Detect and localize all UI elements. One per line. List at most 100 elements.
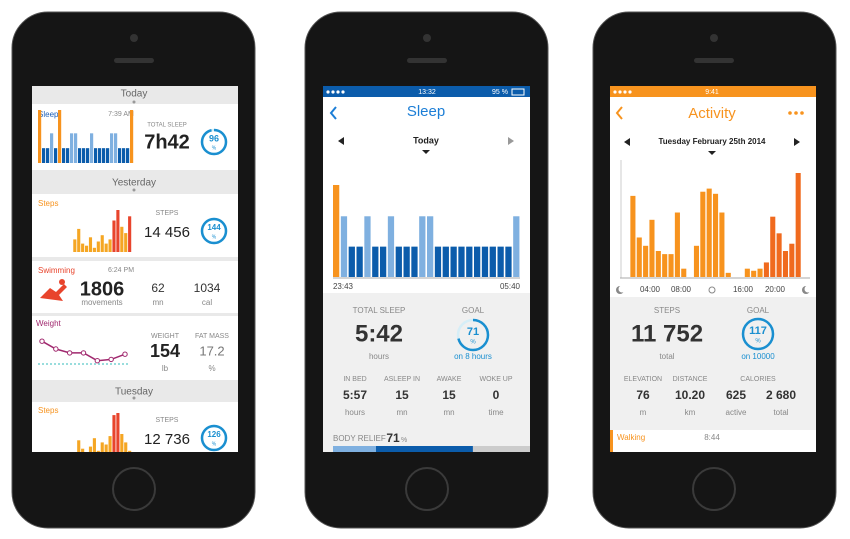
end-time: 05:40 — [500, 282, 521, 291]
bar — [92, 438, 96, 452]
goal-value: 117 — [749, 325, 767, 337]
stat-value: 17.2 — [199, 343, 224, 358]
stat-unit: km — [685, 408, 696, 417]
bar — [96, 450, 100, 452]
bar — [356, 246, 363, 277]
screen-3: 9:41 Activity Tuesday February 25th 2014 04… — [610, 86, 816, 452]
stat-value: 11 752 — [631, 320, 703, 347]
goal-unit: % — [212, 441, 217, 447]
bar — [466, 246, 473, 277]
bar — [46, 148, 50, 163]
bar — [104, 243, 108, 252]
bar — [86, 148, 90, 163]
bar — [348, 246, 355, 277]
bar — [120, 226, 124, 252]
bar — [442, 246, 449, 277]
bar — [427, 216, 434, 277]
bar — [630, 195, 636, 277]
stat-value: 154 — [150, 341, 180, 361]
weight-point — [39, 338, 45, 344]
weight-point — [122, 351, 128, 357]
bar — [106, 148, 110, 163]
relief-label: BODY RELIEF — [333, 434, 386, 443]
bar — [419, 216, 426, 277]
card-label: Swimming — [38, 266, 75, 275]
bar — [128, 450, 132, 452]
bar — [81, 448, 85, 452]
bar — [118, 148, 122, 163]
bar — [662, 254, 668, 277]
bar — [395, 246, 402, 277]
relief-value: 71 — [386, 431, 400, 445]
bar — [333, 185, 340, 277]
status-time: 9:41 — [705, 89, 719, 96]
card-label: Steps — [38, 406, 58, 415]
bar — [364, 216, 371, 277]
bar — [94, 148, 98, 163]
stat-value: 15 — [442, 388, 456, 402]
bar — [81, 243, 85, 252]
bar — [90, 133, 94, 163]
status-battery: 95 % — [492, 89, 508, 96]
bar — [340, 216, 348, 277]
stat-label: TOTAL SLEEP — [147, 123, 187, 129]
weight-point — [66, 350, 73, 356]
bar — [411, 246, 418, 277]
goal-unit: % — [755, 339, 761, 345]
weight-point — [94, 358, 101, 364]
card-label: Weight — [36, 319, 62, 328]
hour-label: 04:00 — [640, 285, 661, 294]
bar — [116, 210, 120, 252]
stat-label: IN BED — [343, 376, 366, 383]
bar — [116, 413, 120, 452]
stat-unit: % — [208, 364, 215, 373]
hour-label: 20:00 — [765, 285, 786, 294]
bar — [112, 220, 116, 252]
bar — [126, 148, 130, 163]
bar — [481, 246, 489, 277]
relief-bar — [333, 446, 473, 452]
screen-1: Today Sleep 7:39 AM TOTAL SLEEP 7h42 96% Yeste… — [32, 86, 238, 452]
bar — [489, 246, 496, 277]
stat-label: STEPS — [654, 306, 680, 315]
goal-value: 71 — [467, 326, 479, 338]
bar — [100, 235, 104, 252]
bar — [98, 148, 102, 163]
stat-value: 2 680 — [766, 388, 796, 402]
stat-unit: mn — [152, 298, 163, 307]
activity-time: 8:44 — [704, 433, 720, 442]
stat-value: 1034 — [194, 281, 221, 295]
bar — [108, 239, 112, 252]
stat-label: WEIGHT — [151, 333, 180, 340]
weight-point — [80, 350, 87, 356]
day-header: Tuesday — [115, 387, 153, 398]
hour-label: 16:00 — [733, 285, 754, 294]
bar — [403, 246, 410, 277]
bar — [54, 148, 58, 163]
bar — [706, 188, 712, 277]
bar — [96, 241, 100, 252]
bar — [124, 442, 128, 452]
stat-unit: total — [773, 408, 788, 417]
stat-value: 5:57 — [343, 388, 367, 402]
stat-value: 7h42 — [144, 131, 190, 153]
bar — [380, 246, 387, 277]
activity-label: Walking — [617, 433, 645, 442]
stat-unit: total — [659, 352, 674, 361]
bar — [387, 216, 395, 277]
bar — [77, 228, 81, 252]
bar — [78, 148, 82, 163]
bar — [776, 233, 782, 277]
bar — [700, 191, 706, 277]
bar — [649, 219, 655, 277]
start-time: 23:43 — [333, 282, 354, 291]
stat-label: FAT MASS — [195, 333, 229, 340]
stat-unit: mn — [396, 408, 407, 417]
day-selector: Today — [413, 135, 439, 145]
bar — [770, 216, 776, 277]
bar — [757, 268, 763, 277]
goal-note: on 10000 — [741, 352, 775, 361]
bar — [434, 246, 442, 277]
stat-label: ELEVATION — [624, 376, 662, 383]
bar — [789, 243, 795, 277]
